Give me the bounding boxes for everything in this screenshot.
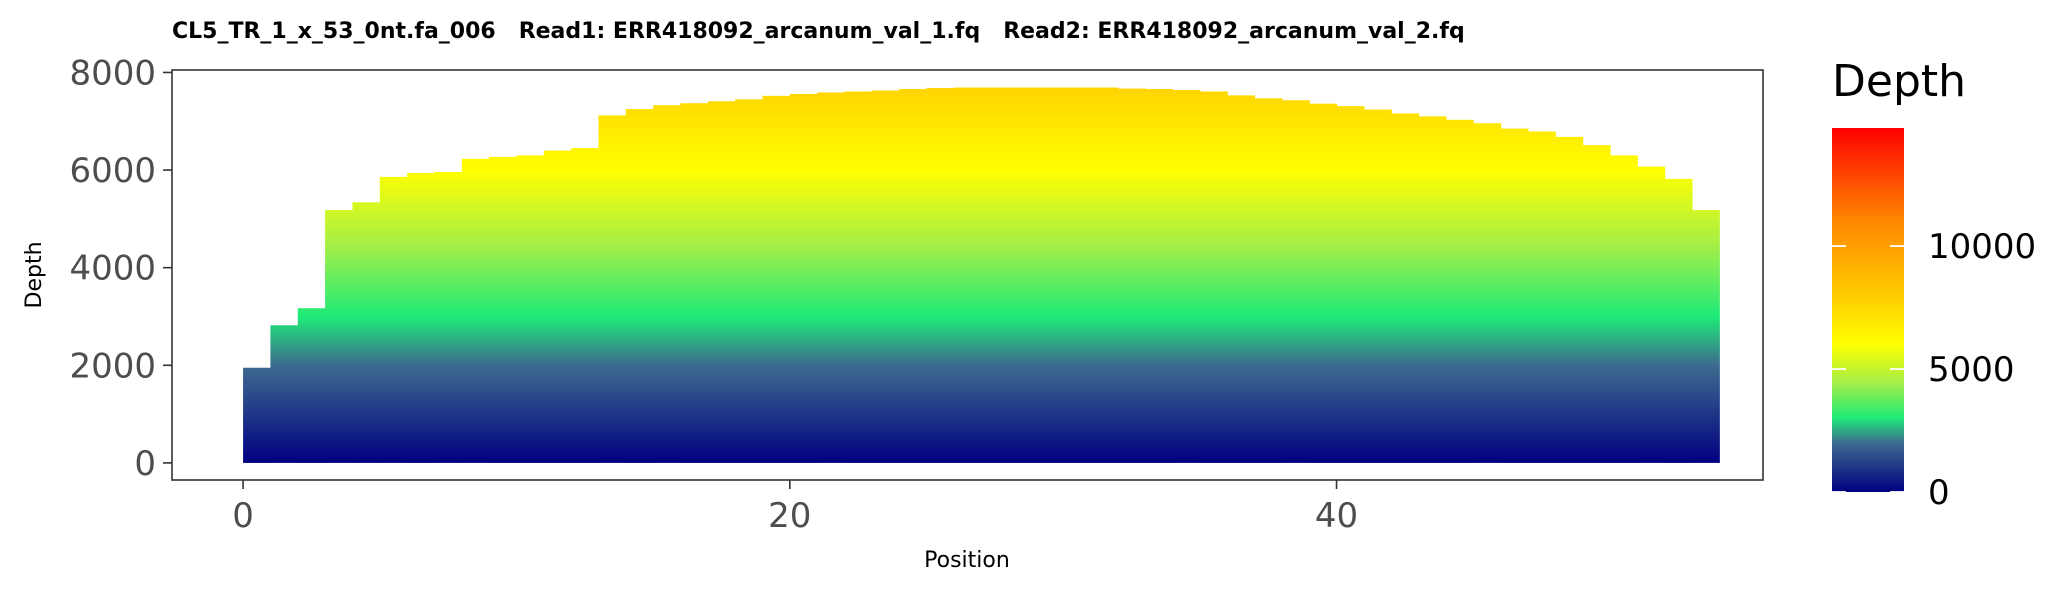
depth-bar [871,90,900,463]
y-tick-label: 2000 [69,346,156,386]
depth-bar [407,172,436,463]
depth-bar [1227,95,1256,463]
depth-bar [1555,136,1584,463]
depth-bar [1473,123,1502,463]
depth-bar [270,325,299,463]
depth-bar [1145,89,1174,463]
x-tick-label: 0 [232,496,254,536]
depth-bar [352,202,381,463]
depth-bar [489,156,518,463]
depth-bar [1609,155,1638,463]
legend-tick-label: 0 [1928,473,1950,513]
depth-bar [1637,166,1666,463]
legend-tick-label: 10000 [1928,227,2036,267]
depth-bar [1582,145,1611,463]
depth-bar [1063,87,1092,463]
bars-area [243,87,1720,463]
depth-bar [325,210,354,463]
depth-bar [297,308,326,463]
depth-bar [1336,106,1365,463]
depth-bar [1199,91,1228,463]
legend-colorbar [1832,128,1904,492]
depth-bar [981,87,1010,463]
y-axis: 0 2000 4000 6000 8000 [69,53,172,484]
depth-bar [762,95,791,463]
depth-bar [1008,87,1037,463]
depth-bar [598,115,627,463]
depth-bar [1691,210,1720,463]
x-axis: 0 20 40 [232,480,1358,536]
depth-bar [1500,128,1529,463]
depth-bar [817,92,846,463]
depth-bar [516,155,545,463]
chart-title: CL5_TR_1_x_53_0nt.fa_006 Read1: ERR41809… [172,19,1465,44]
depth-bar [1090,87,1119,463]
x-axis-label: Position [924,548,1010,573]
depth-bar [735,99,764,463]
x-tick-label: 40 [1315,496,1358,536]
depth-bar [1363,109,1392,463]
y-axis-label: Depth [22,241,47,308]
depth-bar [844,91,873,463]
depth-bar [461,158,490,463]
plot-panel-border [171,69,1764,481]
depth-bar [1254,98,1283,463]
y-tick-label: 8000 [69,53,156,93]
depth-bar [653,105,682,463]
depth-bar [543,150,572,463]
legend-title: Depth [1832,56,1966,107]
depth-bar [1117,88,1146,463]
depth-bar [1172,90,1201,463]
depth-bar [899,89,928,463]
depth-bar [1664,178,1693,463]
depth-bar [1035,87,1064,463]
legend: Depth 0 5000 10000 [1832,56,2036,513]
depth-bar [1527,131,1556,463]
y-tick-label: 4000 [69,249,156,289]
depth-bar [243,367,272,463]
depth-bar [1418,116,1447,463]
depth-bar [571,148,600,463]
depth-bar [707,101,736,463]
depth-bar [1309,103,1338,463]
depth-bar [789,93,818,463]
depth-bar [680,103,709,463]
depth-bar [1391,113,1420,463]
depth-bar [1445,119,1474,463]
depth-bar [1281,100,1310,463]
depth-bar [926,88,955,463]
depth-bar [379,176,408,463]
y-tick-label: 6000 [69,151,156,191]
depth-bar [625,109,654,463]
x-tick-label: 20 [768,496,811,536]
y-tick-label: 0 [134,444,156,484]
legend-ticks: 0 5000 10000 [1832,227,2036,513]
depth-bar [953,87,982,463]
depth-bar [434,172,463,463]
legend-tick-label: 5000 [1928,350,2015,390]
